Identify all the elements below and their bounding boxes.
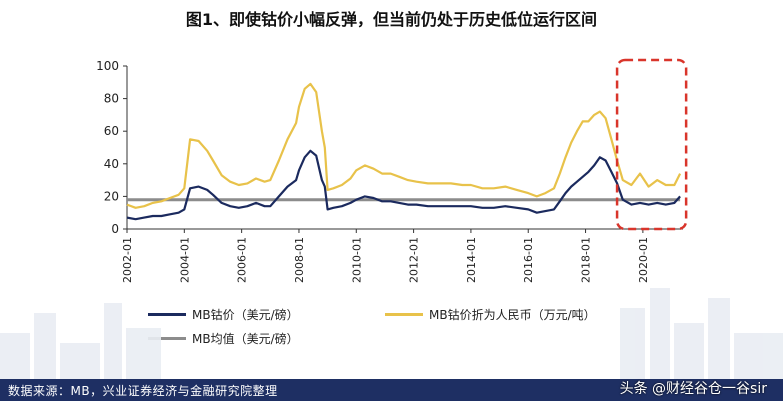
line-chart: 0 20 40 60 80 100 2002-01 2004-01 2006-01 2008-01… bbox=[96, 58, 688, 283]
x-tick-label: 2016-01 bbox=[522, 237, 535, 283]
axes: 0 20 40 60 80 100 2002-01 2004-01 2006-01 2008-01… bbox=[96, 59, 683, 283]
y-tick-label: 80 bbox=[104, 92, 119, 106]
x-tick-label: 2014-01 bbox=[465, 237, 478, 283]
y-tick-label: 0 bbox=[111, 222, 119, 236]
x-tick-label: 2002-01 bbox=[121, 237, 134, 283]
y-tick-label: 40 bbox=[104, 157, 119, 171]
footer-bar: 数据来源：MB，兴业证券经济与金融研究院整理 bbox=[0, 379, 783, 401]
y-tick-label: 60 bbox=[104, 124, 119, 138]
series-line-1 bbox=[126, 82, 682, 209]
legend-swatch-avg bbox=[148, 337, 186, 340]
legend-swatch-cny bbox=[385, 313, 423, 316]
series-layer bbox=[126, 82, 682, 221]
x-tick-label: 2020-01 bbox=[637, 237, 650, 283]
highlight-box bbox=[615, 58, 688, 231]
watermark: 头条 @财经谷仓一谷sir bbox=[619, 381, 767, 397]
annotation-layer bbox=[615, 58, 688, 231]
x-tick-label: 2012-01 bbox=[408, 237, 421, 283]
y-tick-label: 100 bbox=[96, 59, 119, 73]
legend-item-avg: MB均值（美元/磅） bbox=[148, 330, 299, 347]
legend-item-usd: MB钴价（美元/磅） bbox=[148, 306, 299, 323]
x-tick-label: 2004-01 bbox=[178, 237, 191, 283]
data-source: 数据来源：MB，兴业证券经济与金融研究院整理 bbox=[8, 384, 278, 398]
legend-label-cny: MB钴价折为人民币（万元/吨） bbox=[429, 308, 596, 322]
x-tick-label: 2006-01 bbox=[236, 237, 249, 283]
legend-swatch-usd bbox=[148, 313, 186, 316]
legend-label-avg: MB均值（美元/磅） bbox=[192, 332, 299, 346]
legend-item-cny: MB钴价折为人民币（万元/吨） bbox=[385, 306, 596, 323]
x-tick-label: 2018-01 bbox=[580, 237, 593, 283]
x-tick-label: 2008-01 bbox=[293, 237, 306, 283]
series-line-0 bbox=[126, 149, 681, 221]
chart-title: 图1、即使钴价小幅反弹，但当前仍处于历史低位运行区间 bbox=[185, 10, 598, 29]
legend-label-usd: MB钴价（美元/磅） bbox=[192, 308, 299, 322]
y-tick-label: 20 bbox=[104, 189, 119, 203]
x-tick-label: 2010-01 bbox=[350, 237, 363, 283]
